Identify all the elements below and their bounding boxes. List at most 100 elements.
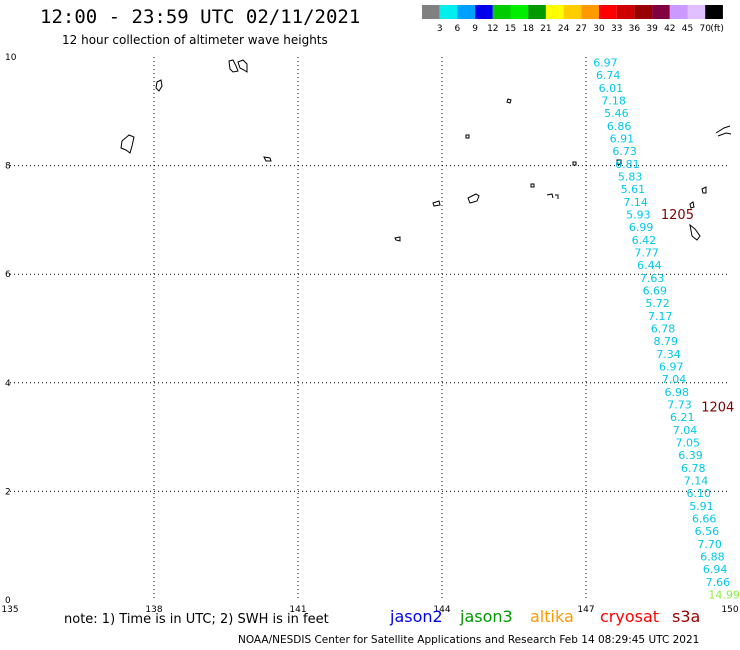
legend-label: 12: [487, 24, 498, 34]
legend-swatch: [475, 5, 493, 19]
wave-height-label: 6.97: [659, 361, 684, 374]
wave-height-label: 7.05: [675, 437, 700, 450]
legend-label: 42: [664, 24, 675, 34]
legend-swatch: [528, 5, 546, 19]
annotations: 1205 1204: [661, 208, 734, 416]
credit-line: NOAA/NESDIS Center for Satellite Applica…: [238, 634, 700, 646]
lat-label: 8: [5, 162, 11, 172]
island-outline: [546, 193, 559, 199]
wave-height-label: 6.97: [593, 56, 618, 69]
lat-label: 4: [5, 379, 11, 389]
legend-swatch: [581, 5, 599, 19]
wave-height-label: 14.99: [708, 589, 740, 602]
wave-height-label: 8.79: [654, 335, 679, 348]
island-outline: [616, 159, 622, 166]
lon-label: 138: [145, 605, 162, 615]
island-outline: [715, 125, 732, 137]
color-legend: 3 6 9 12 15 18 21 24 27 30 33 36 39 42 45 70 (ft): [422, 5, 724, 34]
legend-swatch: [457, 5, 476, 19]
legend-unit: (ft): [710, 24, 724, 34]
wave-height-label: 5.83: [618, 170, 643, 183]
satellite-s3a: s3a: [672, 607, 701, 626]
legend-label: 36: [629, 24, 641, 34]
legend-label: 6: [455, 24, 461, 34]
legend-label: 9: [472, 24, 478, 34]
wave-height-label: 6.42: [632, 234, 657, 247]
wave-height-label: 6.86: [607, 120, 632, 133]
legend-swatch: [563, 5, 582, 19]
lon-label: 135: [1, 605, 18, 615]
wave-height-label: 6.39: [678, 449, 703, 462]
legend-label: 21: [540, 24, 551, 34]
storm-id-label: 1204: [701, 401, 734, 416]
wave-height-label: 6.56: [695, 525, 720, 538]
wave-height-label: 5.61: [621, 183, 646, 196]
legend-label: 70: [699, 24, 711, 34]
legend-label: 39: [646, 24, 658, 34]
legend-swatch: [669, 5, 688, 19]
wave-height-label: 6.74: [596, 69, 621, 82]
wave-height-label: 6.69: [643, 284, 668, 297]
island-outline: [432, 200, 441, 207]
lon-label: 141: [289, 605, 306, 615]
wave-height-label: 6.78: [681, 462, 706, 475]
wave-height-label: 6.10: [686, 487, 711, 500]
wave-height-label: 7.66: [706, 576, 731, 589]
island-outline: [228, 59, 248, 73]
wave-height-label: 6.88: [700, 551, 725, 564]
wave-height-label: 6.78: [651, 323, 676, 336]
legend-label: 33: [611, 24, 622, 34]
satellite-jason3: jason3: [460, 607, 513, 626]
island-outline: [506, 98, 512, 104]
legend-label: 15: [505, 24, 516, 34]
lon-label: 150: [721, 605, 738, 615]
legend-swatch: [652, 5, 670, 19]
wave-height-label: 7.73: [667, 399, 692, 412]
wave-height-label: 7.14: [684, 475, 709, 488]
legend-swatch: [634, 5, 653, 19]
wave-height-label: 6.66: [692, 513, 717, 526]
storm-id-label: 1205: [661, 208, 694, 223]
island-outline: [155, 79, 163, 92]
wave-height-label: 7.14: [623, 196, 648, 209]
lon-label: 144: [433, 605, 450, 615]
legend-label: 30: [593, 24, 605, 34]
legend-swatch: [492, 5, 511, 19]
lat-lon-grid: 135 138 141 144 147 150 10 8 6 4 2 0: [1, 53, 738, 615]
wave-height-label: 7.70: [697, 538, 722, 551]
satellite-cryosat: cryosat: [600, 607, 660, 626]
wave-height-label: 5.93: [626, 208, 651, 221]
map-subtitle: 12 hour collection of altimeter wave hei…: [62, 33, 328, 47]
legend-swatch: [439, 5, 458, 19]
altimeter-track: 6.976.746.017.185.466.866.916.736.815.83…: [593, 56, 740, 601]
lat-label: 6: [5, 270, 11, 280]
wave-height-label: 7.34: [656, 348, 681, 361]
wave-height-label: 6.99: [629, 221, 654, 234]
island-outline: [530, 183, 535, 188]
footer-note: note: 1) Time is in UTC; 2) SWH is in fe…: [64, 612, 329, 627]
island-outline: [394, 236, 401, 242]
wave-height-label: 6.98: [665, 386, 690, 399]
lat-label: 10: [5, 53, 17, 63]
wave-height-label: 7.18: [601, 94, 626, 107]
wave-height-label: 7.04: [662, 373, 687, 386]
wave-height-label: 6.94: [703, 563, 728, 576]
lat-label: 2: [5, 487, 11, 497]
lon-label: 147: [577, 605, 594, 615]
legend-swatch: [687, 5, 706, 19]
legend-label: 27: [576, 24, 587, 34]
lat-label: 0: [5, 596, 11, 606]
legend-label: 18: [522, 24, 534, 34]
legend-label: 3: [437, 24, 443, 34]
legend-swatch: [616, 5, 635, 19]
island-outline: [120, 134, 135, 154]
wave-height-label: 6.91: [610, 132, 635, 145]
island-outlines: [120, 59, 732, 242]
island-outline: [689, 223, 701, 241]
legend-label: 24: [558, 24, 570, 34]
satellite-jason2: jason2: [390, 607, 443, 626]
island-outline: [701, 186, 707, 194]
wave-height-label: 5.91: [689, 500, 714, 513]
island-outline: [263, 156, 272, 162]
